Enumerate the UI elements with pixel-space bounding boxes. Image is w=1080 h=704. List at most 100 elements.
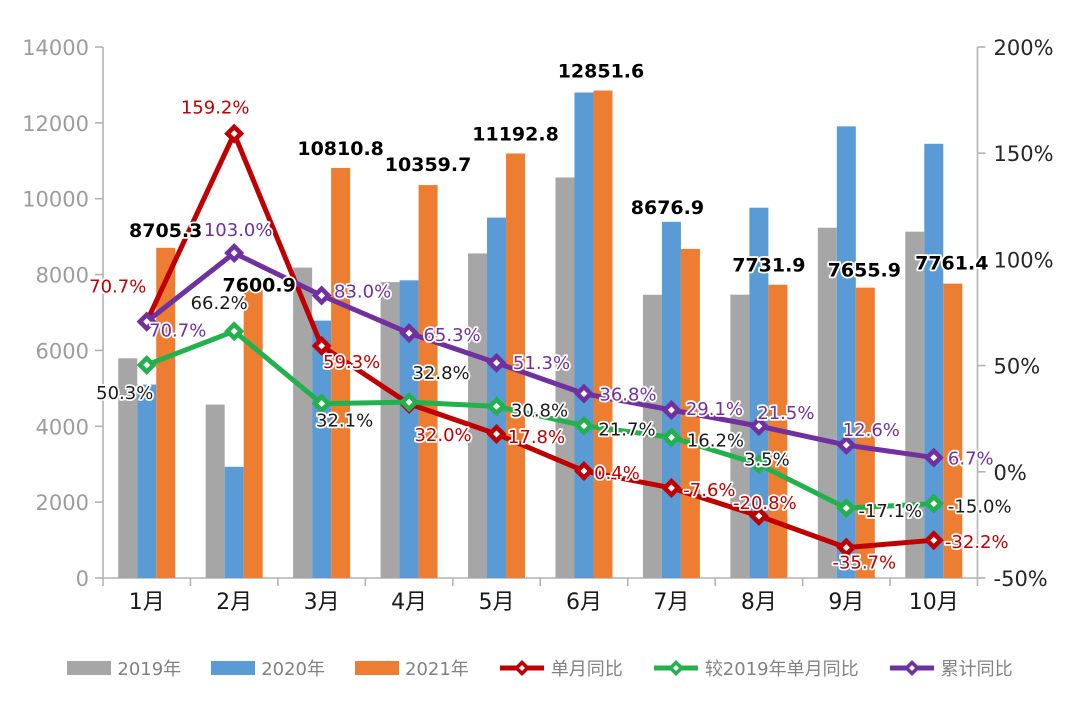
data-point-marker-core — [143, 318, 151, 326]
left-axis-tick-label: 4000 — [36, 415, 89, 439]
right-axis-tick-label: 200% — [994, 36, 1054, 60]
point-label: 65.3% — [423, 325, 480, 346]
bar — [380, 282, 400, 578]
bar — [331, 167, 351, 579]
x-axis-tick-label: 10月 — [909, 590, 959, 615]
value-label: 7600.9 — [223, 275, 296, 297]
data-point-marker-core — [755, 422, 763, 430]
bar — [312, 320, 332, 578]
bar — [593, 90, 613, 578]
point-label: 83.0% — [334, 282, 391, 303]
point-label: 6.7% — [948, 449, 994, 470]
data-point-marker-core — [842, 441, 850, 449]
point-label: 12.6% — [843, 420, 900, 441]
point-label: 32.8% — [412, 363, 469, 384]
data-point-marker-core — [667, 484, 675, 492]
legend-line-marker-icon — [653, 659, 699, 677]
point-label: 32.0% — [414, 425, 471, 446]
right-axis-tick-label: 50% — [994, 355, 1041, 379]
bar — [506, 153, 526, 578]
data-point-marker-core — [143, 361, 151, 369]
bar — [661, 221, 681, 578]
bar — [817, 227, 837, 578]
line-cumulative-yoy-labels: 70.7% 103.0% 83.0% 65.3% 51.3% 36.8% 29.1% 21.5… — [147, 218, 995, 471]
right-axis-tick-label: 0% — [994, 461, 1027, 485]
legend-item-2021: 2021年 — [355, 655, 469, 681]
series-line — [144, 131, 937, 551]
data-point-marker-core — [667, 406, 675, 414]
value-label: 7655.9 — [828, 260, 901, 282]
bar — [243, 289, 263, 578]
data-point-marker-core — [930, 536, 938, 544]
bar — [418, 185, 438, 578]
data-point-marker-core — [580, 390, 588, 398]
value-label: 7731.9 — [732, 255, 805, 277]
left-axis-tick-label: 8000 — [36, 264, 89, 288]
x-axis-tick-label: 9月 — [828, 590, 864, 615]
point-label: -7.6% — [683, 480, 735, 501]
legend: 2019年 2020年 2021年 单月同比 较2019年单月同比 — [0, 648, 1080, 688]
bar — [118, 358, 138, 578]
legend-line-marker-icon — [889, 659, 935, 677]
point-label: -35.7% — [832, 553, 896, 574]
legend-label-2020: 2020年 — [261, 659, 325, 680]
point-label: 66.2% — [191, 293, 248, 314]
point-label: 30.8% — [511, 400, 568, 421]
legend-line-marker-icon — [499, 659, 545, 677]
data-point-marker-core — [405, 398, 413, 406]
x-axis-tick-label: 2月 — [216, 590, 252, 615]
point-label: 103.0% — [204, 220, 273, 241]
point-label: 21.5% — [757, 403, 814, 424]
point-label: 17.8% — [508, 427, 565, 448]
bar — [137, 384, 157, 578]
value-label: 8705.3 — [129, 220, 202, 242]
x-axis-tick-label: 3月 — [304, 590, 340, 615]
right-axis-tick-label: -50% — [994, 567, 1048, 591]
x-axis-tick-label: 5月 — [479, 590, 515, 615]
data-point-marker-core — [230, 249, 238, 257]
point-label: 70.7% — [89, 277, 146, 298]
legend-label-2021: 2021年 — [405, 659, 469, 680]
data-point-marker-core — [230, 130, 238, 138]
bars-series-1 — [137, 92, 944, 579]
value-label: 11192.8 — [472, 123, 559, 145]
left-axis-tick-label: 2000 — [36, 491, 89, 515]
data-point-marker-core — [580, 467, 588, 475]
x-axis-tick-label: 8月 — [741, 590, 777, 615]
combo-chart: 0 2000 4000 6000 8000 10000 12000 14000 -50% 0% 50… — [22, 36, 1053, 615]
line-vs2019-monthly-yoy — [136, 321, 944, 519]
value-label: 8676.9 — [631, 197, 704, 219]
series-line — [144, 328, 937, 511]
data-point-marker-core — [842, 544, 850, 552]
axes: 0 2000 4000 6000 8000 10000 12000 14000 -50% 0% 50… — [22, 36, 1053, 615]
legend-swatch-2020 — [211, 661, 256, 675]
bar — [574, 92, 594, 578]
bar — [205, 404, 225, 578]
point-label: -17.1% — [858, 501, 922, 522]
legend-label-cumulative-yoy: 累计同比 — [940, 659, 1013, 680]
point-label: -20.8% — [733, 493, 797, 514]
left-axis-tick-label: 6000 — [36, 339, 89, 363]
bar — [836, 126, 856, 579]
line-cumulative-yoy — [136, 243, 944, 468]
point-label: 36.8% — [599, 385, 656, 406]
data-point-marker-core — [930, 454, 938, 462]
x-axis-tick-label: 6月 — [566, 590, 602, 615]
line-monthly-yoy-labels: 70.7% 159.2% 59.3% 32.0% 17.8% 0.4% -7.6%-20.8… — [87, 96, 1010, 575]
data-point-marker-core — [755, 460, 763, 468]
left-axis-tick-label: 0 — [76, 567, 89, 591]
point-label: -15.0% — [948, 497, 1012, 518]
bar — [224, 466, 244, 578]
point-label: 70.7% — [149, 321, 206, 342]
bar — [399, 280, 419, 578]
value-label: 7761.4 — [915, 253, 988, 275]
x-axis-tick-label: 1月 — [129, 590, 165, 615]
right-axis-tick-label: 150% — [994, 142, 1054, 166]
value-label: 12851.6 — [558, 61, 645, 83]
point-label: 3.5% — [744, 449, 790, 470]
data-point-marker-core — [493, 359, 501, 367]
series-line — [144, 250, 937, 461]
data-point-marker-core — [930, 500, 938, 508]
bar — [156, 247, 176, 578]
data-point-marker-core — [667, 433, 675, 441]
